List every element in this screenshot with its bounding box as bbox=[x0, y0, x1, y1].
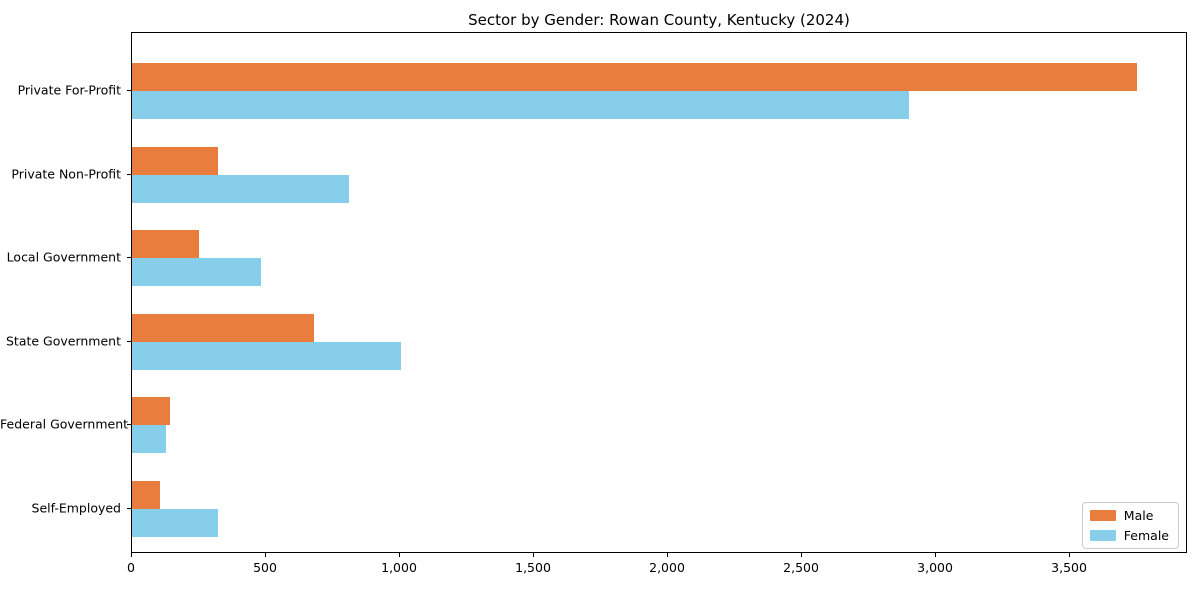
xtick-label: 1,500 bbox=[515, 560, 551, 575]
bar-male-2 bbox=[132, 230, 199, 259]
ytick-mark bbox=[127, 424, 131, 426]
xtick-mark bbox=[131, 553, 132, 557]
ytick-label: Federal Government bbox=[0, 416, 129, 432]
bar-male-3 bbox=[132, 313, 315, 342]
ytick-label: Private For-Profit bbox=[17, 82, 121, 98]
xtick-label: 500 bbox=[253, 560, 277, 575]
bar-female-1 bbox=[132, 174, 350, 203]
legend: Male Female bbox=[1081, 502, 1179, 549]
bar-female-2 bbox=[132, 258, 261, 287]
xtick-label: 2,500 bbox=[783, 560, 819, 575]
bar-female-5 bbox=[132, 509, 218, 537]
xtick-mark bbox=[1069, 553, 1071, 557]
legend-swatch-male bbox=[1089, 510, 1116, 521]
bar-female-0 bbox=[132, 91, 910, 119]
ytick-label: Self-Employed bbox=[31, 500, 121, 516]
legend-label: Male bbox=[1123, 508, 1154, 523]
ytick-mark bbox=[127, 340, 131, 342]
xtick-label: 3,000 bbox=[917, 560, 953, 575]
ytick-mark bbox=[127, 257, 131, 259]
bar-female-3 bbox=[132, 341, 402, 370]
legend-swatch-female bbox=[1089, 530, 1116, 541]
xtick-mark bbox=[667, 553, 669, 557]
xtick-label: 0 bbox=[127, 560, 135, 575]
xtick-label: 2,000 bbox=[649, 560, 685, 575]
legend-entry-female: Female bbox=[1089, 528, 1169, 543]
legend-entry-male: Male bbox=[1089, 508, 1169, 523]
xtick-mark bbox=[265, 553, 266, 557]
ytick-label: Private Non-Profit bbox=[11, 166, 121, 182]
bar-male-4 bbox=[132, 397, 170, 426]
xtick-mark bbox=[801, 553, 803, 557]
ytick-mark bbox=[127, 90, 131, 91]
xtick-mark bbox=[533, 553, 535, 557]
xtick-label: 3,500 bbox=[1051, 560, 1087, 575]
chart-title: Sector by Gender: Rowan County, Kentucky… bbox=[468, 11, 850, 29]
bar-male-5 bbox=[132, 481, 161, 509]
ytick-label: State Government bbox=[5, 333, 121, 349]
ytick-mark bbox=[127, 508, 131, 509]
xtick-label: 1,000 bbox=[381, 560, 417, 575]
bar-male-1 bbox=[132, 146, 218, 175]
plot-area: Male Female bbox=[131, 32, 1187, 553]
ytick-label: Local Government bbox=[6, 249, 121, 265]
legend-label: Female bbox=[1123, 528, 1169, 543]
bar-male-0 bbox=[132, 63, 1138, 91]
ytick-mark bbox=[127, 173, 131, 175]
bar-female-4 bbox=[132, 425, 166, 454]
xtick-mark bbox=[399, 553, 401, 557]
xtick-mark bbox=[935, 553, 937, 557]
